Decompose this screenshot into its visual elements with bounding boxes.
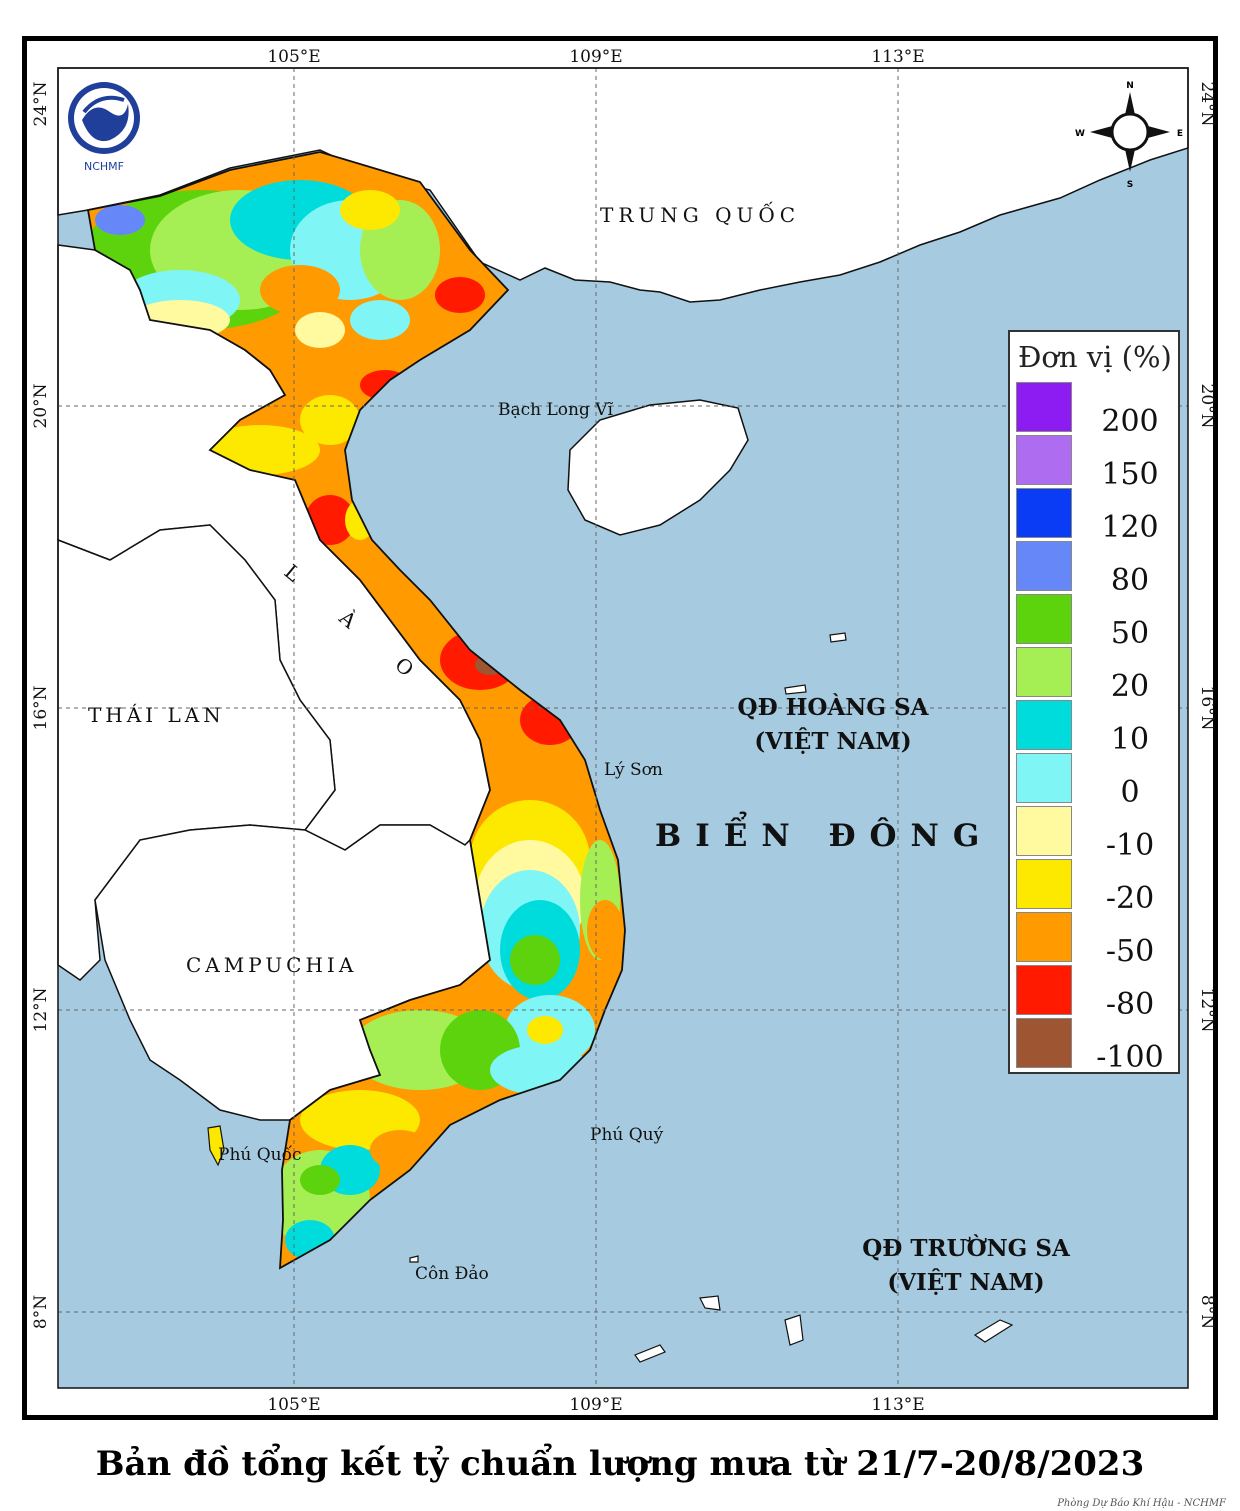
map-caption: Bản đồ tổng kết tỷ chuẩn lượng mưa từ 21…	[95, 1444, 1145, 1484]
lon-tick-top: 109°E	[569, 47, 622, 67]
label-hoang-sa-country: (VIỆT NAM)	[754, 728, 911, 755]
legend: Đơn vị (%) 200 150 120 80 50 20 10 0 -10 -20 -50 -8…	[1008, 330, 1180, 1075]
legend-swatch	[1016, 912, 1072, 962]
legend-label: 120	[1101, 510, 1159, 545]
legend-label: -10	[1105, 828, 1155, 863]
legend-label: -20	[1105, 881, 1155, 916]
legend-swatch	[1016, 382, 1072, 432]
legend-swatch	[1016, 594, 1072, 644]
lat-tick-left: 24°N	[31, 81, 51, 126]
legend-swatch	[1016, 541, 1072, 591]
label-china: TRUNG QUỐC	[600, 200, 800, 227]
graticule	[58, 68, 1188, 1388]
legend-label: 20	[1110, 669, 1150, 704]
lon-tick-bottom: 109°E	[569, 1395, 622, 1415]
lat-tick-right: 12°N	[1197, 987, 1217, 1032]
compass-north: N	[1126, 81, 1134, 91]
lon-tick-bottom: 105°E	[267, 1395, 320, 1415]
lat-tick-right: 20°N	[1197, 383, 1217, 428]
legend-swatch	[1016, 700, 1072, 750]
legend-swatch	[1016, 1018, 1072, 1068]
lat-tick-right: 24°N	[1197, 81, 1217, 126]
lat-tick-right: 16°N	[1197, 685, 1217, 730]
compass-south: S	[1127, 180, 1133, 190]
legend-title: Đơn vị (%)	[1018, 340, 1172, 374]
compass-east: E	[1177, 129, 1183, 139]
legend-swatch	[1016, 647, 1072, 697]
legend-label: 50	[1110, 616, 1150, 651]
legend-label: 0	[1120, 775, 1140, 810]
logo-text: NCHMF	[84, 160, 124, 173]
label-cambodia: CAMPUCHIA	[186, 953, 357, 977]
islands	[409, 632, 1014, 1363]
label-truong-sa: QĐ TRƯỜNG SA	[862, 1235, 1071, 1262]
legend-label: 200	[1101, 404, 1159, 439]
legend-swatch	[1016, 753, 1072, 803]
label-phu-quoc: Phú Quốc	[218, 1145, 302, 1165]
lat-tick-right: 8°N	[1197, 1295, 1217, 1329]
lat-tick-left: 8°N	[31, 1295, 51, 1329]
hainan-island	[567, 399, 749, 536]
lat-tick-left: 16°N	[31, 685, 51, 730]
label-bach-long-vi: Bạch Long Vĩ	[498, 400, 614, 420]
legend-swatch	[1016, 859, 1072, 909]
legend-label: 150	[1101, 457, 1159, 492]
credit-text: Phòng Dự Báo Khí Hậu - NCHMF	[1057, 1498, 1226, 1509]
legend-swatch	[1016, 965, 1072, 1015]
legend-label: -80	[1105, 987, 1155, 1022]
thailand-land	[57, 524, 336, 981]
lat-tick-left: 20°N	[31, 383, 51, 428]
legend-swatch	[1016, 806, 1072, 856]
label-ly-son: Lý Sơn	[604, 760, 663, 780]
lon-tick-top: 105°E	[267, 47, 320, 67]
compass-west: W	[1075, 129, 1085, 139]
nchmf-logo: NCHMF	[68, 82, 140, 173]
china-land	[57, 67, 1189, 303]
label-truong-sa-country: (VIỆT NAM)	[887, 1269, 1044, 1296]
plot-border	[57, 67, 1189, 1389]
legend-label: 80	[1110, 563, 1150, 598]
label-con-dao: Côn Đảo	[415, 1264, 489, 1284]
legend-swatch	[1016, 435, 1072, 485]
phu-quoc-island	[207, 1125, 225, 1167]
label-east-sea: BIỂN ĐÔNG	[655, 810, 993, 854]
legend-label: -50	[1105, 934, 1155, 969]
lon-tick-top: 113°E	[871, 47, 924, 67]
legend-label: 10	[1110, 722, 1150, 757]
rainfall-map: 105°E 109°E 113°E 105°E 109°E 113°E 24°N…	[31, 47, 1217, 1415]
label-hoang-sa: QĐ HOÀNG SA	[738, 694, 930, 721]
lon-tick-bottom: 113°E	[871, 1395, 924, 1415]
compass-rose: N S W E	[1075, 81, 1183, 190]
legend-swatch	[1016, 488, 1072, 538]
label-phu-quy: Phú Quý	[590, 1125, 664, 1145]
legend-label: -100	[1096, 1040, 1164, 1075]
label-thailand: THÁI LAN	[88, 703, 225, 727]
vietnam-outline	[86, 151, 626, 1270]
lat-tick-left: 12°N	[31, 987, 51, 1032]
